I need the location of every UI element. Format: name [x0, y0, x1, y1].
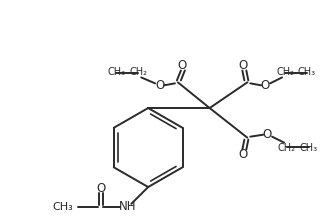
Text: CH₂: CH₂	[278, 143, 296, 153]
Text: O: O	[263, 128, 272, 141]
Text: NH: NH	[119, 200, 136, 213]
Text: O: O	[239, 59, 248, 72]
Text: O: O	[96, 182, 105, 194]
Text: O: O	[177, 59, 186, 72]
Text: O: O	[261, 79, 270, 92]
Text: CH₃: CH₃	[107, 67, 126, 77]
Text: O: O	[155, 79, 165, 92]
Text: CH₂: CH₂	[129, 67, 147, 77]
Text: CH₃: CH₃	[298, 67, 316, 77]
Text: O: O	[239, 148, 248, 161]
Text: CH₃: CH₃	[52, 202, 73, 212]
Text: CH₃: CH₃	[300, 143, 318, 153]
Text: CH₂: CH₂	[276, 67, 294, 77]
